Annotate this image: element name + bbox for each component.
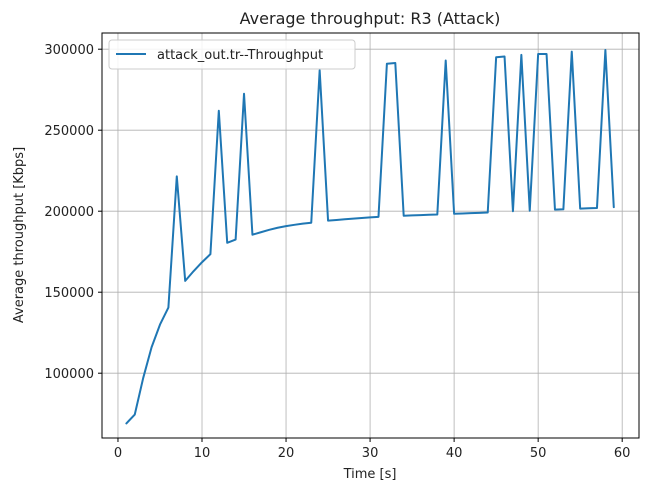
tick-marks: 0 10 20 30 40 50 60 100000 150000 200000 250000 300…	[44, 43, 630, 461]
x-tick-label: 20	[278, 446, 295, 461]
data-point	[613, 206, 615, 208]
data-point	[571, 51, 573, 53]
data-point	[369, 216, 371, 218]
y-tick-label: 300000	[44, 43, 94, 58]
data-point	[394, 62, 396, 64]
data-point	[251, 234, 253, 236]
data-point	[445, 60, 447, 62]
data-point	[176, 175, 178, 177]
data-point	[604, 49, 606, 51]
data-point	[529, 210, 531, 212]
x-tick-label: 10	[194, 446, 211, 461]
x-tick-label: 60	[614, 446, 631, 461]
data-point	[554, 209, 556, 211]
data-point	[260, 231, 262, 233]
data-point	[436, 213, 438, 215]
data-point	[453, 213, 455, 215]
data-point	[512, 210, 514, 212]
data-point	[470, 212, 472, 214]
y-tick-label: 100000	[44, 367, 94, 382]
data-point	[125, 422, 127, 424]
data-point	[268, 229, 270, 231]
x-tick-label: 30	[362, 446, 379, 461]
data-point	[537, 53, 539, 55]
data-point	[151, 346, 153, 348]
data-point	[386, 63, 388, 65]
y-axis-label: Average throughput [Kbps]	[12, 147, 27, 323]
data-point	[495, 56, 497, 58]
data-point	[159, 324, 161, 326]
data-point	[504, 55, 506, 57]
data-point	[167, 307, 169, 309]
data-point	[218, 110, 220, 112]
data-point	[579, 208, 581, 210]
series-line	[125, 49, 615, 425]
x-tick-label: 40	[446, 446, 463, 461]
data-point	[344, 218, 346, 220]
data-point	[319, 69, 321, 71]
y-tick-label: 150000	[44, 286, 94, 301]
data-point	[243, 93, 245, 95]
data-point	[487, 211, 489, 213]
data-point	[546, 53, 548, 55]
x-axis-label: Time [s]	[343, 467, 397, 482]
data-point	[411, 214, 413, 216]
data-point	[193, 270, 195, 272]
x-tick-label: 50	[530, 446, 547, 461]
data-point	[184, 280, 186, 282]
data-point	[285, 225, 287, 227]
data-point	[352, 218, 354, 220]
legend: attack_out.tr--Throughput	[108, 39, 356, 70]
y-tick-label: 250000	[44, 124, 94, 139]
chart-title: Average throughput: R3 (Attack)	[240, 9, 501, 28]
data-point	[520, 54, 522, 56]
data-point	[293, 224, 295, 226]
data-point	[596, 207, 598, 209]
data-point	[462, 212, 464, 214]
data-point	[478, 212, 480, 214]
legend-box	[108, 39, 356, 70]
data-point	[134, 414, 136, 416]
data-point	[361, 217, 363, 219]
data-point	[226, 242, 228, 244]
x-tick-label: 0	[114, 446, 122, 461]
data-point	[562, 208, 564, 210]
data-point	[310, 222, 312, 224]
y-tick-label: 200000	[44, 205, 94, 220]
data-point	[209, 253, 211, 255]
data-point	[201, 261, 203, 263]
series-layer	[125, 49, 615, 425]
data-point	[428, 214, 430, 216]
data-point	[420, 214, 422, 216]
data-point	[277, 227, 279, 229]
grid-lines	[102, 33, 639, 438]
data-point	[235, 239, 237, 241]
data-point	[327, 220, 329, 222]
data-point	[302, 223, 304, 225]
data-point	[335, 219, 337, 221]
data-point	[142, 377, 144, 379]
data-point	[588, 207, 590, 209]
data-point	[377, 216, 379, 218]
data-point	[403, 215, 405, 217]
legend-label: attack_out.tr--Throughput	[157, 48, 323, 63]
